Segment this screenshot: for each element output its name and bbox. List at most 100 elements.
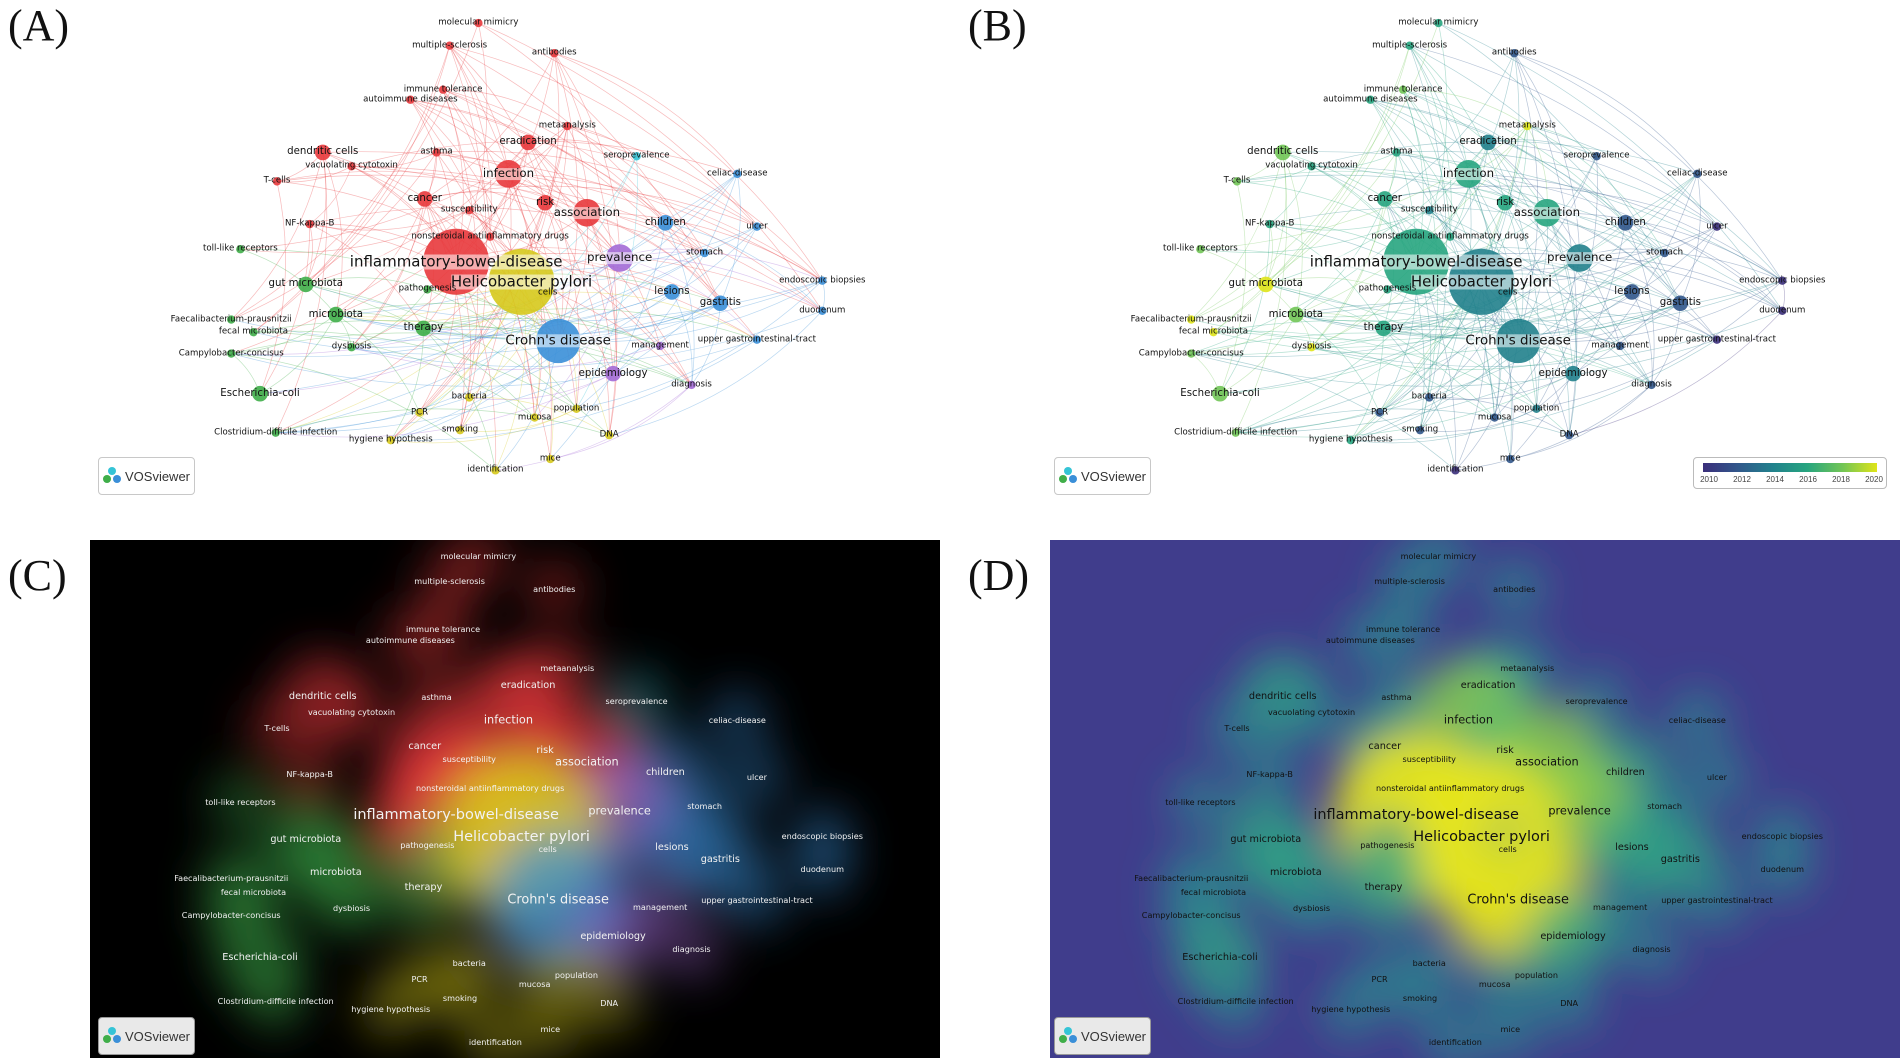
node-ulcer <box>1712 222 1722 231</box>
term-label: Campylobacter-concisus <box>1138 348 1244 359</box>
link <box>305 224 313 285</box>
density-blob-smoking <box>429 967 492 1030</box>
term-label: seroprevalence <box>603 150 670 161</box>
density-blob-dysbiosis <box>1280 877 1343 940</box>
link <box>1468 173 1783 281</box>
link <box>1311 140 1698 175</box>
density-blob-toll-like-receptors <box>209 770 272 833</box>
term-label: autoimmune diseases <box>1325 634 1415 645</box>
term-label: smoking <box>442 992 478 1003</box>
term-label: prevalence <box>586 250 653 265</box>
vosviewer-label: VOSviewer <box>1080 1028 1147 1044</box>
term-label: autoimmune diseases <box>1323 94 1418 105</box>
link <box>443 89 568 127</box>
link <box>1265 284 1570 436</box>
node-toll-like-receptors <box>236 245 245 254</box>
term-label: children <box>1605 767 1645 779</box>
term-label: duodenum <box>1760 863 1805 874</box>
node-population <box>1532 404 1541 413</box>
link <box>1213 331 1495 418</box>
node-eradication <box>1480 134 1496 151</box>
node-nonsteroidal-antiinflammatory-drugs <box>1445 232 1455 241</box>
node-risk <box>537 194 553 211</box>
node-autoimmune-diseases <box>406 95 415 104</box>
link <box>231 252 705 357</box>
link <box>1191 252 1665 357</box>
link <box>1200 209 1430 253</box>
link <box>550 222 666 460</box>
term-label: NF-kappa-B <box>284 218 335 229</box>
term-label: NF-kappa-B <box>286 769 333 780</box>
node-celiac-disease <box>1693 169 1702 179</box>
link <box>1191 152 1397 320</box>
node-risk <box>1497 194 1513 211</box>
node-pcr <box>1375 408 1384 417</box>
term-label: fecal microbiota <box>1180 886 1247 897</box>
item-density-panel: molecular mimicry multiple-sclerosis antib… <box>1050 540 1900 1058</box>
term-label: cancer <box>407 192 442 204</box>
link <box>1569 310 1783 436</box>
node-nf-kappa-b <box>305 219 314 229</box>
link <box>1269 206 1665 254</box>
term-label: toll-like receptors <box>203 243 278 254</box>
term-label: duodenum <box>800 863 845 874</box>
link <box>567 125 823 281</box>
term-label: T-cells <box>264 723 290 734</box>
term-label: stomach <box>686 247 724 258</box>
term-label: metaanalysis <box>1500 663 1555 674</box>
link <box>1350 173 1698 441</box>
node-multiple-sclerosis <box>445 41 454 50</box>
term-label: antibodies <box>1491 47 1537 58</box>
link <box>1384 53 1515 200</box>
link <box>275 373 614 438</box>
node-fecal-microbiota <box>1209 327 1218 337</box>
term-label: Helicobacter pylori <box>453 828 590 845</box>
link <box>1488 142 1718 227</box>
term-label: Escherichia-coli <box>1182 952 1258 964</box>
term-label: vacuolating cytotoxin <box>305 161 398 171</box>
link <box>1370 99 1626 224</box>
link-layer <box>230 22 825 471</box>
term-label: immune tolerance <box>403 84 483 95</box>
link <box>275 302 721 434</box>
term-label: identification <box>1427 465 1484 476</box>
node-ulcer <box>752 222 762 231</box>
term-label: NF-kappa-B <box>1244 218 1295 229</box>
link <box>528 142 758 227</box>
link <box>1384 198 1425 431</box>
density-blob-antibodies <box>523 558 586 621</box>
vosviewer-logo: VOSviewer <box>1054 1017 1151 1055</box>
term-label: lesions <box>654 285 690 297</box>
link <box>586 212 758 340</box>
link <box>1269 209 1430 231</box>
term-label: bacteria <box>451 392 487 403</box>
term-label: toll-like receptors <box>1163 243 1238 254</box>
density-blob-dna <box>578 972 641 1035</box>
term-label: management <box>1593 901 1648 912</box>
link <box>1350 340 1519 441</box>
term-label: identification <box>467 465 524 476</box>
link <box>1416 261 1652 386</box>
link <box>1370 99 1652 386</box>
node-stomach <box>700 248 709 258</box>
link <box>1402 89 1626 224</box>
link <box>253 302 721 355</box>
term-label: Campylobacter-concisus <box>181 909 281 920</box>
term-label: eradication <box>1459 136 1517 148</box>
term-label: mucosa <box>518 979 551 990</box>
density-blob-seroprevalence <box>605 669 668 732</box>
vosviewer-label: VOSviewer <box>124 468 191 484</box>
panel-letter-a: (A) <box>8 1 70 50</box>
term-label: ulcer <box>746 221 768 232</box>
link <box>1295 280 1783 337</box>
term-label: Clostridium-difficile infection <box>214 427 338 438</box>
term-label: inflammatory-bowel-disease <box>349 252 563 271</box>
link <box>1370 99 1495 418</box>
node-dna <box>604 430 614 440</box>
link <box>1311 252 1665 348</box>
term-label: multiple-sclerosis <box>414 575 485 586</box>
term-label: seroprevalence <box>605 695 668 706</box>
density-layer <box>200 540 854 1058</box>
term-label: eradication <box>1460 679 1516 691</box>
link <box>1236 174 1665 254</box>
